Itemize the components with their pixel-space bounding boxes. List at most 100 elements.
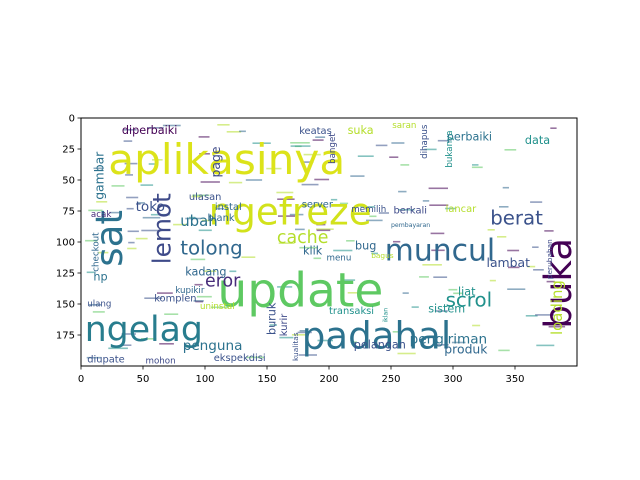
cloud-word: buruk — [266, 302, 279, 335]
filler-word-mark — [213, 207, 225, 210]
filler-word-mark — [424, 148, 437, 151]
filler-word-mark — [487, 229, 495, 231]
filler-word-mark — [276, 191, 294, 194]
y-tick-label: 75 — [62, 207, 75, 218]
filler-word-mark — [126, 207, 134, 210]
filler-word-mark — [507, 249, 520, 252]
cloud-word: lemot — [147, 193, 176, 264]
cloud-word: lancar — [446, 204, 478, 215]
filler-word-mark — [92, 311, 105, 313]
x-tick-label: 300 — [443, 374, 462, 385]
filler-word-mark — [533, 269, 544, 271]
filler-word-mark — [502, 186, 509, 189]
filler-word-mark — [88, 209, 103, 212]
cloud-word: buka — [536, 238, 580, 329]
filler-word-mark — [204, 270, 217, 272]
filler-word-mark — [419, 276, 429, 278]
filler-word-mark — [201, 219, 215, 222]
filler-word-mark — [398, 190, 407, 193]
cloud-word: pelangan — [354, 339, 406, 352]
filler-word-mark — [96, 201, 108, 203]
cloud-word: suka — [348, 124, 374, 137]
cloud-word: padahal — [302, 314, 451, 358]
filler-word-mark — [144, 297, 163, 299]
filler-word-mark — [141, 338, 157, 340]
filler-word-mark — [316, 229, 331, 232]
filler-word-mark — [278, 215, 296, 217]
cloud-word: checkout — [91, 232, 101, 272]
filler-word-mark — [108, 347, 128, 350]
y-tick-label: 100 — [56, 238, 75, 249]
filler-word-mark — [266, 167, 282, 170]
filler-word-mark — [93, 167, 104, 170]
filler-word-mark — [433, 276, 448, 278]
cloud-word: update — [217, 264, 383, 319]
cloud-word: kupikir — [175, 286, 205, 296]
filler-word-mark — [277, 198, 295, 200]
filler-word-mark — [400, 164, 410, 166]
cloud-word: data — [525, 134, 550, 147]
cloud-word: banget — [328, 133, 338, 164]
cloud-word: sistem — [428, 303, 465, 316]
filler-word-mark — [196, 295, 212, 298]
filler-word-mark — [245, 179, 263, 181]
cloud-word: cache — [277, 228, 329, 248]
x-axis: 0 50 100 150 200 250 300 350 — [78, 366, 525, 385]
filler-word-mark — [297, 331, 312, 334]
filler-word-mark — [150, 213, 170, 216]
y-tick-label: 150 — [56, 300, 75, 311]
filler-word-mark — [350, 175, 365, 177]
filler-word-mark — [194, 283, 203, 286]
filler-word-mark — [147, 127, 164, 129]
cloud-word: menu — [327, 254, 352, 264]
filler-word-mark — [530, 201, 543, 203]
cloud-word: perbaiki — [447, 130, 492, 143]
filler-word-mark — [191, 195, 203, 198]
filler-word-mark — [393, 240, 401, 243]
plot-area — [81, 118, 577, 366]
filler-word-mark — [347, 292, 364, 294]
filler-word-mark — [378, 212, 389, 214]
filler-word-mark — [316, 223, 326, 226]
y-tick-label: 50 — [62, 176, 75, 187]
cloud-word: liat — [458, 285, 476, 298]
filler-word-mark — [371, 252, 378, 255]
filler-word-mark — [497, 236, 507, 238]
filler-word-mark — [428, 187, 448, 190]
filler-word-mark — [295, 228, 305, 231]
filler-word-mark — [507, 288, 526, 290]
filler-word-mark — [434, 310, 448, 312]
filler-word-mark — [525, 315, 538, 317]
cloud-word: kadang — [185, 266, 226, 279]
cloud-word: kualitas — [291, 332, 300, 361]
filler-word-mark — [499, 206, 509, 208]
filler-word-mark — [330, 198, 338, 201]
cloud-word: ngelag — [85, 310, 203, 350]
cloud-word: ulasan — [189, 192, 222, 203]
filler-word-mark — [298, 354, 317, 356]
filler-word-mark — [430, 232, 445, 235]
cloud-word: pengiriman — [410, 332, 488, 348]
filler-word-mark — [312, 139, 324, 141]
filler-word-mark — [316, 228, 334, 230]
filler-word-mark — [189, 216, 196, 219]
filler-word-mark — [157, 292, 173, 294]
filler-word-mark — [109, 211, 122, 214]
filler-word-mark — [162, 124, 181, 127]
filler-word-mark — [277, 286, 293, 288]
cloud-word: ngefreze — [209, 190, 372, 234]
filler-word-mark — [192, 194, 210, 197]
cloud-word: transaksi — [329, 306, 374, 317]
filler-word-mark — [198, 136, 210, 138]
filler-word-mark — [121, 333, 136, 335]
cloud-word: bukanya — [445, 130, 455, 167]
cloud-word: pembayaran — [391, 222, 430, 229]
filler-word-mark — [472, 164, 479, 166]
filler-word-mark — [504, 149, 517, 151]
x-tick-label: 0 — [78, 374, 84, 385]
filler-word-mark — [127, 230, 139, 233]
cloud-word: iklan — [382, 308, 389, 323]
filler-word-mark — [85, 239, 98, 242]
filler-word-mark — [122, 344, 132, 346]
